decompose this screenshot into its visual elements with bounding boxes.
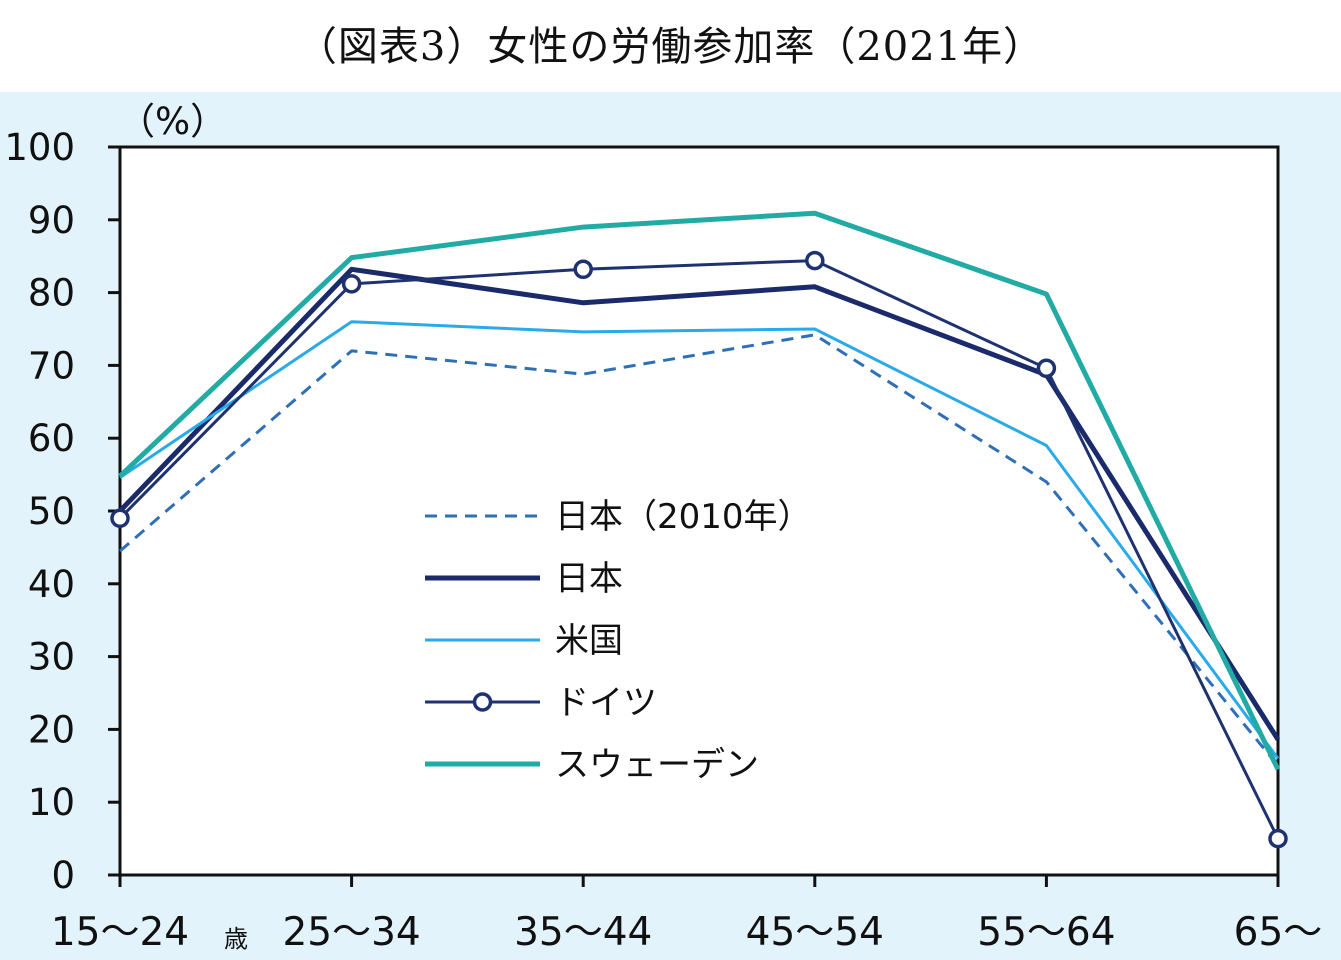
y-tick-label: 50 bbox=[28, 490, 75, 533]
plot-panel: 0 10 20 30 40 50 60 70 80 90 100 （%） 15～24 25～34 35～… bbox=[0, 92, 1341, 960]
plot-area bbox=[120, 147, 1278, 875]
y-tick-label: 0 bbox=[51, 854, 75, 897]
legend-label-3: ドイツ bbox=[555, 683, 657, 723]
y-tick-label: 80 bbox=[28, 272, 75, 315]
y-tick-label: 20 bbox=[28, 708, 75, 751]
y-tick-label: 60 bbox=[28, 417, 75, 460]
series-line-2 bbox=[119, 320, 1280, 760]
x-axis-ticks: 15～24 25～34 35～44 45～54 55～64 65～ bbox=[51, 875, 1322, 955]
y-axis-ticks: 0 10 20 30 40 50 60 70 80 90 100 bbox=[4, 126, 120, 897]
series-point-3 bbox=[110, 508, 130, 529]
x-tick-label: 15～24 bbox=[51, 910, 189, 955]
y-tick-label: 100 bbox=[4, 126, 75, 169]
chart-title: （図表3）女性の労働参加率（2021年） bbox=[296, 24, 1045, 70]
series-line-3 bbox=[118, 259, 1280, 840]
series-point-3 bbox=[341, 274, 362, 294]
line-chart: 0 10 20 30 40 50 60 70 80 90 100 （%） 15～24 25～34 35～… bbox=[4, 100, 1322, 955]
legend-label-0: 日本（2010年） bbox=[555, 497, 812, 537]
y-tick-label: 90 bbox=[28, 199, 75, 242]
series-point-3 bbox=[1268, 828, 1288, 849]
series-line-1 bbox=[118, 266, 1281, 741]
legend-marker-3 bbox=[472, 692, 493, 712]
x-tick-label: 35～44 bbox=[514, 910, 652, 955]
legend-label-2: 米国 bbox=[555, 621, 623, 661]
series-line-4 bbox=[118, 210, 1281, 771]
y-tick-label: 10 bbox=[28, 781, 75, 824]
legend-label-4: スウェーデン bbox=[555, 745, 759, 785]
x-tick-label: 65～ bbox=[1234, 910, 1323, 955]
y-tick-label: 70 bbox=[28, 344, 75, 387]
legend-label-1: 日本 bbox=[555, 559, 623, 599]
y-tick-label: 30 bbox=[28, 636, 75, 679]
x-axis-age-unit: 歳 bbox=[224, 925, 248, 953]
series-line-0 bbox=[119, 333, 1280, 767]
y-tick-label: 40 bbox=[28, 563, 75, 606]
series-point-3 bbox=[1036, 358, 1057, 379]
series-point-3 bbox=[805, 250, 825, 271]
y-axis-unit-label: （%） bbox=[118, 100, 227, 143]
x-tick-label: 45～54 bbox=[746, 910, 884, 955]
series-point-3 bbox=[573, 259, 593, 280]
x-tick-label: 55～64 bbox=[977, 910, 1115, 955]
series-layer bbox=[110, 210, 1288, 849]
x-tick-label: 25～34 bbox=[282, 910, 420, 955]
